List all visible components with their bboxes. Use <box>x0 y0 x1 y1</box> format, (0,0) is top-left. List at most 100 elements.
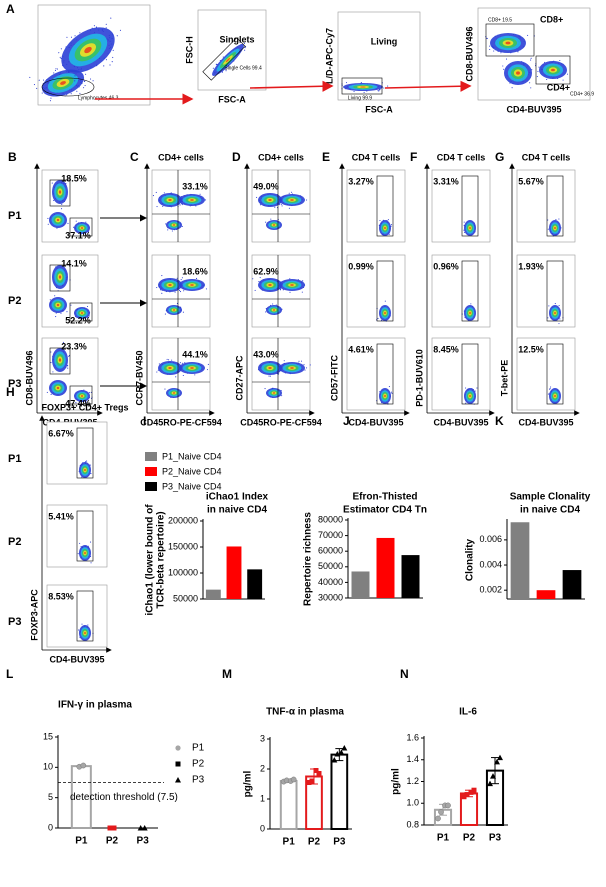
event-dot <box>463 231 466 233</box>
y-tick-label: 60000 <box>318 546 343 556</box>
data-point <box>435 815 441 822</box>
x-tick-label: P3 <box>489 833 502 844</box>
y-tick-label: 30000 <box>318 592 343 602</box>
event-dot <box>156 286 158 289</box>
density-level <box>58 190 62 194</box>
event-dot <box>379 220 381 222</box>
x-tick-label: P2 <box>463 833 476 844</box>
event-dot <box>74 35 76 37</box>
event-dot <box>87 624 89 626</box>
x-tick-label: P1 <box>283 837 296 848</box>
event-dot <box>79 92 81 94</box>
density-level <box>190 284 194 286</box>
event-dot <box>225 70 227 72</box>
density-level <box>384 226 386 230</box>
row-label: P1 <box>8 453 21 465</box>
gate <box>546 175 564 237</box>
event-dot <box>181 277 183 279</box>
percent-label: 3.27% <box>348 176 374 186</box>
y-tick-label: 40000 <box>318 577 343 587</box>
arrow <box>384 80 472 92</box>
percent-label: 3.31% <box>433 176 459 186</box>
data-point <box>316 771 322 776</box>
density-level <box>172 309 176 311</box>
y-tick-label: 10 <box>43 762 53 772</box>
event-dot <box>161 292 163 294</box>
population-label: CD4+ <box>547 82 570 92</box>
density <box>461 303 476 321</box>
data-point <box>107 825 113 831</box>
gate <box>376 343 394 405</box>
y-tick-label: 0.004 <box>479 559 502 569</box>
event-dot <box>549 388 551 390</box>
event-dot <box>55 316 57 318</box>
gate-label: CD4+ 36.9 <box>570 91 594 97</box>
event-dot <box>517 51 519 53</box>
density-level <box>272 392 276 394</box>
event-dot <box>558 304 560 307</box>
gate <box>376 175 394 237</box>
y-tick-label: 200000 <box>168 515 198 525</box>
event-dot <box>244 47 246 49</box>
density-level <box>168 284 172 286</box>
event-dot <box>103 65 105 67</box>
event-dot <box>93 25 95 27</box>
event-dot <box>174 291 176 293</box>
gate <box>69 385 93 405</box>
event-dot <box>530 87 532 89</box>
event-dot <box>555 218 557 221</box>
percent-label: 12.5% <box>518 344 544 354</box>
event-dot <box>178 289 181 292</box>
percent-label: 23.3% <box>61 341 87 351</box>
event-dot <box>258 280 260 283</box>
bar <box>279 780 298 830</box>
density-level <box>168 199 172 201</box>
chart-title: Estimator CD4 Tn <box>343 505 427 516</box>
event-dot <box>500 52 502 54</box>
data-point <box>290 776 297 783</box>
event-dot <box>547 228 549 230</box>
data-point <box>334 751 341 757</box>
panel-letter: A <box>6 2 15 16</box>
bar <box>205 589 221 599</box>
density-level <box>80 312 84 314</box>
event-dot <box>550 386 552 388</box>
density-level <box>84 468 86 472</box>
event-dot <box>161 275 163 277</box>
gate <box>535 55 571 85</box>
data-point <box>341 745 348 751</box>
density <box>378 219 393 236</box>
panel-letter: L <box>6 667 13 681</box>
event-dot <box>183 290 185 292</box>
y-tick-label: 15 <box>43 731 53 741</box>
data-point <box>487 780 493 787</box>
gate <box>76 427 94 479</box>
panel-letter: K <box>495 414 504 428</box>
legend-label: P1_Naive CD4 <box>162 451 222 461</box>
plot-frame <box>251 337 311 411</box>
y-tick-label: 0.006 <box>479 534 502 544</box>
percent-label: 37.1% <box>65 230 91 240</box>
event-dot <box>298 360 300 362</box>
event-dot <box>493 50 495 52</box>
event-dot <box>86 305 89 308</box>
event-dot <box>503 68 505 70</box>
event-dot <box>377 317 379 320</box>
event-dot <box>377 90 379 92</box>
percent-label: 8.45% <box>433 344 459 354</box>
y-tick-label: 70000 <box>318 530 343 540</box>
event-dot <box>305 367 308 369</box>
event-dot <box>79 32 81 34</box>
y-tick-label: 1.0 <box>406 798 419 808</box>
event-dot <box>390 224 393 226</box>
panel-letter: H <box>6 385 15 399</box>
density <box>46 380 67 396</box>
event-dot <box>259 204 261 206</box>
event-dot <box>269 375 271 377</box>
data-point <box>309 778 315 784</box>
y-axis-label: TCR-beta repertoire) <box>156 511 167 608</box>
event-dot <box>278 287 281 289</box>
density-level <box>84 631 86 635</box>
event-dot <box>380 319 383 321</box>
